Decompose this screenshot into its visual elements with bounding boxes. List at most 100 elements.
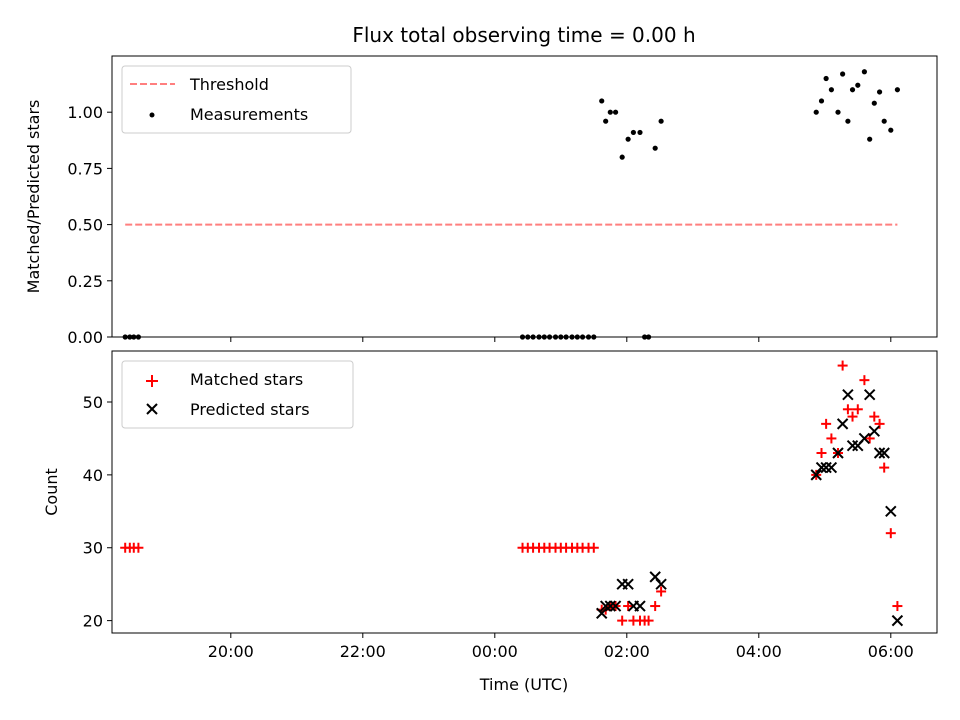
measurement-point (888, 127, 894, 133)
top-legend: Threshold Measurements (121, 65, 352, 134)
bottom-x-tick: 02:00 (604, 633, 650, 661)
predicted-star-marker (599, 600, 612, 612)
bottom-legend: Matched stars Predicted stars (121, 360, 354, 429)
legend-predicted-label: Predicted stars (190, 400, 310, 419)
top-y-tick: 0.00 (67, 328, 112, 347)
top-y-axis-label: Matched/Predicted stars (24, 100, 43, 294)
top-y-tick-label: 0.00 (67, 328, 103, 347)
bottom-series (120, 360, 904, 627)
predicted-star-marker (878, 447, 890, 459)
legend-threshold-label: Threshold (189, 75, 269, 94)
legend-measurements-swatch (149, 112, 155, 118)
measurement-point (813, 109, 819, 115)
measurement-point (867, 136, 873, 142)
matched-star-marker (842, 404, 853, 415)
bottom-x-tick: 00:00 (472, 633, 518, 661)
predicted-star-marker (609, 600, 622, 612)
top-legend-box (121, 65, 352, 134)
top-y-tick-label: 0.75 (67, 159, 103, 178)
top-x-ticks (230, 337, 892, 342)
matched-star-marker (879, 462, 890, 473)
bottom-x-tick: 04:00 (736, 633, 782, 661)
measurement-point (855, 82, 861, 88)
matched-star-marker (852, 404, 863, 415)
predicted-star-marker (825, 461, 838, 474)
bottom-y-tick: 20 (83, 612, 112, 631)
top-y-tick: 0.25 (67, 272, 112, 291)
x-tick-label: 22:00 (340, 642, 386, 661)
legend-measurements-label: Measurements (190, 105, 308, 124)
measurement-point (876, 89, 883, 95)
measurement-point (603, 118, 609, 124)
matched-star-marker (847, 411, 858, 422)
measurement-point (658, 118, 664, 124)
measurement-point (840, 71, 846, 77)
measurement-point (818, 98, 825, 104)
chart-title: Flux total observing time = 0.00 h (352, 23, 695, 47)
measurement-point (849, 87, 856, 93)
top-y-tick-label: 0.25 (67, 272, 103, 291)
x-tick-label: 20:00 (208, 642, 254, 661)
matched-star-marker (826, 433, 837, 444)
predicted-star-marker (815, 461, 828, 474)
x-tick-label: 04:00 (736, 642, 782, 661)
bottom-axes-frame (111, 350, 938, 634)
matched-star-marker (885, 528, 896, 539)
x-tick-label: 00:00 (472, 642, 518, 661)
top-y-tick-label: 0.50 (67, 216, 103, 235)
predicted-star-marker (842, 389, 854, 401)
bottom-y-ticks: 20 30 40 50 (83, 393, 112, 631)
matched-star-marker (617, 615, 628, 626)
matched-star-marker (816, 448, 827, 459)
matched-star-marker (874, 418, 885, 429)
matched-star-marker (133, 542, 144, 553)
measurement-point (652, 145, 658, 151)
matched-star-marker (623, 601, 634, 612)
legend-matched-swatch (146, 375, 158, 387)
predicted-star-marker (858, 432, 871, 445)
top-series (122, 69, 901, 340)
bottom-y-tick-label: 20 (83, 612, 103, 631)
predicted-star-marker (634, 600, 646, 612)
bottom-y-axis-label: Count (42, 468, 61, 516)
bottom-y-tick: 40 (83, 466, 112, 485)
top-y-tick: 0.50 (67, 216, 112, 235)
top-y-tick: 1.00 (67, 103, 112, 122)
top-y-ticks: 0.00 0.25 0.50 0.75 1.00 (67, 103, 112, 347)
measurement-point (612, 109, 619, 115)
top-axes-frame (111, 55, 938, 338)
predicted-star-marker (868, 425, 881, 437)
bottom-y-tick: 30 (83, 539, 112, 558)
matched-star-marker (859, 375, 870, 386)
matched-star-marker (643, 615, 654, 626)
predicted-star-marker (891, 614, 904, 627)
matched-star-marker (837, 360, 848, 371)
measurement-point (607, 109, 613, 115)
bottom-y-tick-label: 40 (83, 466, 103, 485)
x-axis-label: Time (UTC) (479, 675, 568, 694)
bottom-x-tick: 06:00 (868, 633, 914, 661)
predicted-star-marker (836, 418, 849, 430)
bottom-y-tick-label: 50 (83, 393, 103, 412)
predicted-star-marker (810, 469, 822, 481)
measurement-point (828, 87, 835, 93)
bottom-x-tick: 22:00 (340, 633, 386, 661)
measurement-point (599, 98, 605, 104)
legend-matched-label: Matched stars (190, 370, 303, 389)
measurement-point (861, 69, 868, 75)
matched-star-marker (588, 542, 599, 553)
matched-star-marker (656, 586, 667, 597)
x-tick-label: 02:00 (604, 642, 650, 661)
measurement-point (625, 136, 631, 142)
measurement-point (835, 109, 841, 115)
measurement-point (894, 87, 901, 93)
predicted-star-marker (885, 505, 897, 518)
legend-predicted-swatch (146, 403, 158, 415)
measurement-point (823, 75, 829, 82)
measurement-point (630, 129, 637, 136)
top-panel: 0.00 0.25 0.50 0.75 1.00 Matched/Predicted s… (24, 55, 938, 347)
predicted-star-marker (873, 447, 886, 459)
bottom-legend-box (121, 360, 354, 429)
